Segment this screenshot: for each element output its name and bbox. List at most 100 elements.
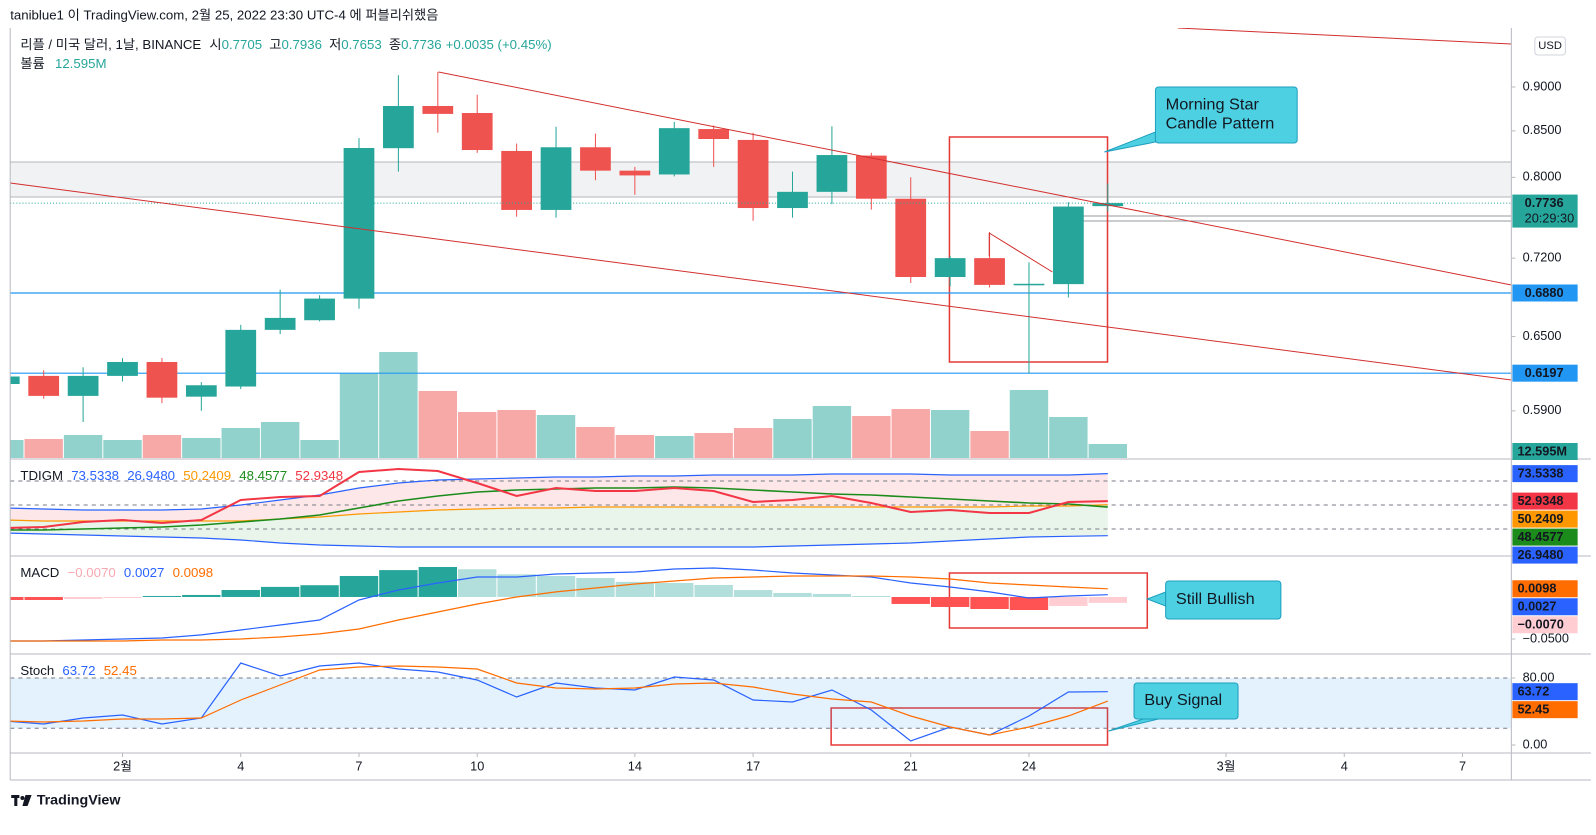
x-tick-label: 2월 bbox=[113, 759, 132, 773]
axis-value-box bbox=[1512, 616, 1578, 634]
highlight-box bbox=[830, 707, 1109, 746]
volume-bar bbox=[458, 412, 497, 458]
histogram-bar bbox=[733, 590, 773, 597]
histogram-bar bbox=[63, 596, 103, 599]
axis-value-box bbox=[1512, 701, 1578, 719]
symbol-legend: 리플 / 미국 달러, 1날, BINANCE 시0.7705 고0.7936 저0.… bbox=[20, 38, 551, 53]
histogram-bar bbox=[773, 592, 812, 597]
y-tick-label: −0.0500 bbox=[1523, 631, 1569, 645]
histogram-bar bbox=[418, 566, 458, 597]
hline-box bbox=[1512, 364, 1578, 382]
indicator-value: −0.0070 bbox=[68, 566, 116, 581]
indicator-line bbox=[10, 575, 1108, 642]
histogram-bar bbox=[339, 575, 379, 597]
axis-value-label: −0.0070 bbox=[1517, 618, 1563, 632]
volume-bar bbox=[1049, 417, 1088, 458]
candle-body bbox=[225, 329, 257, 387]
indicator-value: 26.9480 bbox=[127, 469, 175, 484]
candle-body bbox=[185, 385, 217, 397]
hline-label: 0.6197 bbox=[1525, 366, 1564, 380]
candle-body bbox=[816, 155, 848, 192]
axis-value-label: 73.5338 bbox=[1517, 467, 1563, 481]
callout-text: Morning Star bbox=[1166, 96, 1260, 114]
volume-bar bbox=[655, 436, 694, 458]
indicator-name: Stoch bbox=[20, 664, 54, 679]
histogram-bar bbox=[930, 596, 970, 607]
histogram-bar bbox=[812, 593, 852, 597]
volume-bar bbox=[339, 373, 379, 458]
indicator-line bbox=[10, 473, 1108, 511]
change: +0.0035 (+0.45%) bbox=[446, 38, 552, 53]
currency[interactable]: USD bbox=[1538, 40, 1562, 52]
volume-bar bbox=[773, 419, 812, 458]
histogram-bar bbox=[1088, 596, 1127, 603]
indicator-line bbox=[10, 665, 1109, 736]
indicator-value: 50.2409 bbox=[183, 469, 231, 484]
x-tick-label: 17 bbox=[746, 759, 760, 773]
candle-body bbox=[10, 376, 20, 385]
plot-area bbox=[10, 71, 1512, 742]
axis-value-label: 26.9480 bbox=[1517, 548, 1563, 562]
volume-value-label: 12.595M bbox=[1517, 444, 1567, 458]
candle-body bbox=[264, 317, 296, 330]
axis-value-label: 50.2409 bbox=[1517, 512, 1563, 526]
histogram-bar bbox=[260, 586, 300, 597]
published-line: taniblue1 이 TradingView.com, 2월 25, 2022… bbox=[10, 8, 438, 23]
close-label: 종 bbox=[389, 38, 401, 53]
histogram-bar bbox=[694, 584, 733, 597]
drawings bbox=[10, 28, 1512, 381]
candle-body bbox=[146, 361, 178, 398]
histogram-bar bbox=[10, 596, 24, 601]
logo-mark bbox=[20, 796, 25, 800]
candle-body bbox=[501, 150, 532, 210]
volume-bar bbox=[1088, 444, 1127, 458]
callout-box bbox=[1154, 86, 1298, 144]
indicator-value: 52.9348 bbox=[295, 469, 343, 484]
histogram-bar bbox=[379, 570, 418, 597]
volume-bar bbox=[576, 427, 615, 458]
volume-bar bbox=[694, 433, 733, 458]
y-tick-label: 0.6500 bbox=[1523, 329, 1562, 343]
histogram-bar bbox=[891, 596, 930, 604]
histogram-bar bbox=[1009, 596, 1049, 611]
indicator-legend: MACD −0.0070 0.0027 0.0098 bbox=[20, 566, 213, 581]
indicator-value: 0.0027 bbox=[124, 566, 165, 581]
x-tick-label: 10 bbox=[470, 759, 484, 773]
candle-body bbox=[107, 361, 138, 376]
candle-body bbox=[461, 113, 493, 151]
y-tick-label: 0.00 bbox=[1523, 737, 1548, 751]
axis-value-box bbox=[1512, 546, 1578, 564]
volume-bar bbox=[10, 440, 24, 458]
callout-pointer bbox=[1104, 131, 1156, 153]
volume-bar bbox=[930, 410, 970, 458]
countdown: 20:29:30 bbox=[1525, 211, 1575, 225]
histogram-bar bbox=[655, 582, 694, 597]
axis-value-box bbox=[1512, 580, 1578, 598]
high-label: 고 bbox=[269, 38, 281, 53]
histogram-bar bbox=[24, 596, 63, 601]
volume-bar bbox=[891, 409, 930, 458]
axis-value-box bbox=[1512, 528, 1578, 546]
logo bbox=[11, 795, 32, 806]
indicator-value: 73.5338 bbox=[71, 469, 119, 484]
axis-value-label: 63.72 bbox=[1517, 685, 1549, 699]
volume-bar bbox=[497, 410, 536, 458]
hline-box bbox=[1512, 284, 1578, 302]
candle-body bbox=[934, 258, 966, 277]
callout-text: Candle Pattern bbox=[1166, 115, 1275, 133]
candle-body bbox=[28, 375, 60, 396]
candle-body bbox=[974, 258, 1005, 285]
x-tick-label: 7 bbox=[1459, 759, 1466, 773]
currency-box[interactable] bbox=[1534, 36, 1566, 56]
hline-label: 0.6880 bbox=[1525, 286, 1564, 300]
candle-body bbox=[343, 147, 375, 299]
indicator-line bbox=[10, 567, 1108, 642]
candle-body bbox=[580, 147, 611, 171]
x-tick-label: 24 bbox=[1022, 759, 1036, 773]
x-tick-label: 21 bbox=[904, 759, 918, 773]
close-value: 0.7736 bbox=[401, 38, 442, 53]
indicator-legend: TDIGM 73.5338 26.9480 50.2409 48.4577 52.9348 bbox=[20, 469, 343, 484]
candle-body bbox=[540, 147, 572, 210]
histogram-bar bbox=[458, 569, 497, 597]
